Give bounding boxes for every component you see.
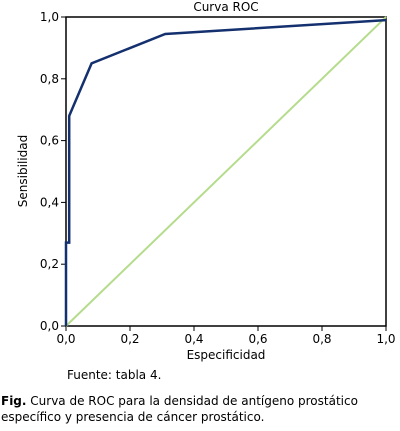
y-tick-label: 0,0 (40, 319, 59, 333)
series-layer (64, 16, 387, 327)
plot-frame (65, 16, 387, 327)
x-tick-label: 1,0 (376, 332, 395, 346)
roc-chart: Curva ROC 0,0 0,2 0,4 0,6 0,8 1,0 0,00,20,40,… (16, 0, 396, 362)
reference-line (65, 16, 387, 327)
x-tick-label: 0,2 (120, 332, 139, 346)
y-axis: 0,0 0,2 0,4 0,6 0,8 1,0 (40, 10, 66, 333)
x-tick-label: 0,8 (312, 332, 331, 346)
y-tick-label: 0,4 (40, 195, 59, 209)
roc-curve (64, 18, 387, 326)
figure-caption: Fig. Curva de ROC para la densidad de an… (1, 393, 399, 425)
y-tick-label: 0,8 (40, 72, 59, 86)
caption-text: Curva de ROC para la densidad de antígen… (1, 394, 358, 424)
y-tick-label: 1,0 (40, 10, 59, 24)
y-tick-label: 0,6 (40, 134, 59, 148)
caption-label: Fig. (1, 394, 27, 408)
x-tick-label: 0,6 (248, 332, 267, 346)
x-tick-label: 0,0 (56, 332, 75, 346)
x-tick-label: 0,4 (184, 332, 203, 346)
y-tick-label: 0,2 (40, 257, 59, 271)
x-axis-title: Especificidad (187, 348, 266, 362)
y-axis-title: Sensibilidad (16, 135, 30, 207)
source-note: Fuente: tabla 4. (67, 368, 162, 382)
chart-title: Curva ROC (193, 0, 258, 14)
x-axis: 0,0 0,2 0,4 0,6 0,8 1,0 (56, 326, 396, 346)
